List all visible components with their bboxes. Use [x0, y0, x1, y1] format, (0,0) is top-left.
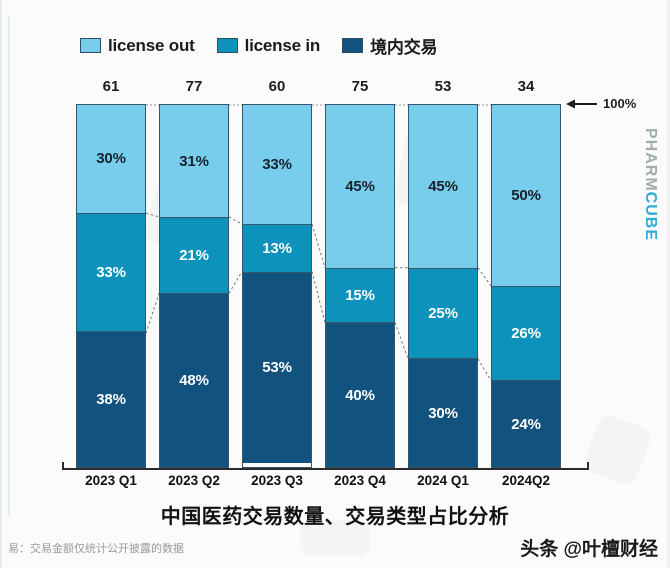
bar-total-label: 60: [268, 78, 286, 95]
connector-line: [311, 271, 326, 323]
left-arrow-icon: [566, 99, 597, 108]
hundred-percent-annotation: 100%: [566, 96, 636, 111]
x-axis-label: 2023 Q3: [251, 473, 303, 488]
bar-segment[interactable]: 40%: [326, 322, 394, 467]
right-edge-strip: [666, 0, 670, 568]
legend-item-1[interactable]: license in: [216, 35, 321, 56]
bar-total-label: 77: [185, 78, 203, 95]
bar-total-label: 75: [351, 78, 369, 95]
bar-segment[interactable]: 45%: [326, 105, 394, 268]
connector-line: [477, 358, 492, 381]
bar-segment-label: 26%: [511, 325, 541, 343]
bar-segment[interactable]: 48%: [160, 293, 228, 467]
brand-part-one: PHARM: [642, 128, 659, 192]
stacked-bar-2023-Q2[interactable]: 31% 21% 48%: [159, 104, 229, 468]
pharmcube-watermark: PHARMCUBE: [642, 128, 659, 242]
bar-segment-label: 25%: [428, 305, 458, 323]
bar-segment-label: 21%: [179, 247, 209, 265]
connector-line: [394, 322, 409, 359]
bar-segment[interactable]: 21%: [160, 217, 228, 294]
bar-segment[interactable]: 25%: [409, 267, 477, 359]
bar-segment[interactable]: 26%: [492, 286, 560, 381]
brand-part-two: CUBE: [642, 191, 659, 242]
x-axis-label: 2023 Q1: [85, 473, 137, 488]
bar-segment-label: 30%: [428, 404, 458, 422]
bar-segment-label: 24%: [511, 415, 541, 433]
bar-segment[interactable]: 30%: [77, 105, 145, 213]
bar-segment-label: 33%: [262, 156, 292, 174]
bar-segment-label: 40%: [345, 386, 375, 404]
bar-segment-label: 48%: [179, 372, 209, 390]
legend-swatch-icon: [216, 38, 238, 53]
bar-total-label: 61: [102, 78, 120, 95]
bar-segment-label: 53%: [262, 359, 292, 377]
stacked-bar-2023-Q1[interactable]: 30% 33% 38%: [76, 104, 146, 468]
bar-segment-label: 15%: [345, 287, 375, 305]
axis-tick: [587, 462, 589, 470]
background-blob: [300, 520, 370, 556]
bar-segment[interactable]: 24%: [492, 380, 560, 467]
publisher-watermark: 头条 @叶檀财经: [520, 539, 658, 560]
connector-line: [228, 271, 243, 294]
chart-plot-area: 61 77 60 75 53 34 100% 30% 33% 38% 31% 21% 48% 33% 1…: [0, 78, 670, 488]
footnote-text: 易：交易金额仅统计公开披露的数据: [8, 543, 184, 555]
x-axis-label: 2024 Q1: [417, 473, 469, 488]
bar-total-label: 34: [517, 78, 535, 95]
panel-divider: [8, 16, 10, 516]
connector-line: [228, 216, 243, 225]
legend-item-0[interactable]: license out: [80, 36, 195, 56]
connector-line: [145, 293, 160, 334]
legend-swatch-icon: [342, 38, 364, 53]
bar-segment[interactable]: 30%: [409, 358, 477, 467]
x-axis-label: 2023 Q2: [168, 473, 220, 488]
bar-segment[interactable]: 31%: [160, 105, 228, 218]
bar-segment-label: 50%: [511, 187, 541, 204]
bar-segment-label: 45%: [345, 177, 375, 195]
stacked-bar-2024Q2[interactable]: 50% 26% 24%: [491, 104, 561, 468]
x-axis-label: 2023 Q4: [334, 473, 386, 488]
bar-totals-row: 61 77 60 75 53 34: [0, 78, 670, 100]
bar-total-label: 53: [434, 78, 452, 95]
bar-segment[interactable]: 45%: [409, 105, 477, 268]
bar-segment[interactable]: 33%: [77, 212, 145, 331]
stacked-bar-2023-Q3[interactable]: 33% 13% 53%: [242, 104, 312, 468]
left-edge-strip: [0, 0, 3, 568]
legend-item-2[interactable]: 境内交易: [342, 33, 437, 58]
connector-line: [145, 212, 160, 218]
bar-segment[interactable]: 38%: [77, 330, 145, 467]
legend-swatch-icon: [80, 38, 101, 53]
x-axis-label: 2024Q2: [501, 473, 551, 488]
bar-segment[interactable]: 13%: [243, 224, 311, 272]
legend-label: license out: [108, 35, 195, 55]
connector-line: [311, 223, 326, 268]
hundred-percent-label: 100%: [603, 96, 637, 111]
stacked-bar-2023-Q4[interactable]: 45% 15% 40%: [325, 104, 395, 468]
bar-segment-label: 31%: [179, 152, 209, 170]
bar-segment[interactable]: 50%: [492, 105, 560, 286]
bar-segment-label: 33%: [96, 263, 126, 281]
bar-segment-label: 30%: [96, 150, 126, 168]
x-axis-line: [62, 468, 587, 470]
page-title: 中国医药交易数量、交易类型占比分析: [160, 506, 510, 528]
bar-segment-label: 13%: [262, 239, 292, 257]
bar-segment[interactable]: 15%: [326, 267, 394, 323]
axis-tick: [62, 462, 64, 470]
connector-line: [477, 267, 492, 287]
stacked-bar-2024-Q1[interactable]: 45% 25% 30%: [408, 104, 478, 468]
bar-segment[interactable]: 33%: [243, 105, 311, 225]
bar-segment-label: 45%: [428, 177, 458, 195]
legend-label: license in: [244, 35, 321, 55]
bar-segment[interactable]: 53%: [243, 271, 311, 464]
legend-label: 境内交易: [370, 38, 438, 57]
chart-legend: license out license in 境内交易: [80, 33, 437, 58]
x-axis-labels: 2023 Q1 2023 Q2 2023 Q3 2023 Q4 2024 Q1 2024Q…: [0, 473, 670, 495]
bars-container: 30% 33% 38% 31% 21% 48% 33% 13% 53% 45% 15% 40% 45% 2…: [0, 104, 670, 468]
bar-segment-label: 38%: [96, 390, 126, 408]
